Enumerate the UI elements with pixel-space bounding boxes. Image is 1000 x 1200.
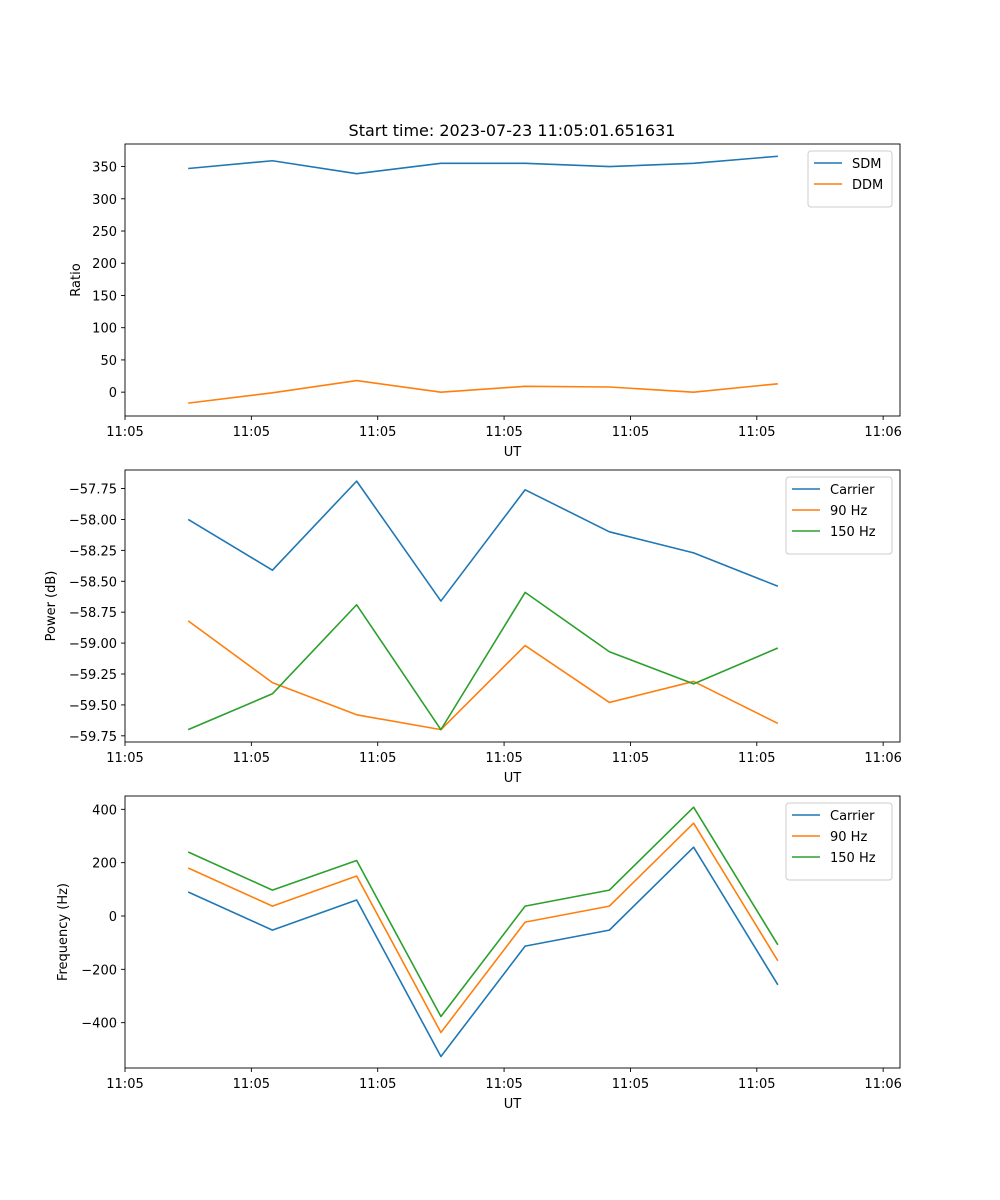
y-tick-label: 200 bbox=[92, 857, 117, 872]
x-tick-label: 11:06 bbox=[864, 425, 901, 440]
series-line-150-hz bbox=[187, 806, 779, 1018]
x-tick-label: 11:05 bbox=[359, 1077, 396, 1092]
chart-title: Start time: 2023-07-23 11:05:01.651631 bbox=[349, 121, 676, 140]
axes-frame bbox=[124, 469, 901, 743]
x-tick-label: 11:05 bbox=[106, 751, 143, 766]
y-tick-label: −59.75 bbox=[69, 730, 117, 745]
series-line-carrier bbox=[187, 480, 779, 602]
subplot-2: 11:05 11:05 11:05 11:05 11:05 11:05 11:06 −59.7… bbox=[44, 469, 902, 786]
series-line-150-hz bbox=[187, 591, 779, 731]
legend-label: Carrier bbox=[830, 483, 875, 498]
subplots: 11:05 11:05 11:05 11:05 11:05 11:05 11:06 0 50 10… bbox=[44, 143, 902, 1112]
series-line-sdm bbox=[188, 155, 778, 175]
y-tick-label: −58.00 bbox=[69, 513, 117, 528]
legend-label: Carrier bbox=[830, 809, 875, 824]
series-line-ddm bbox=[188, 379, 778, 404]
y-tick-label: 150 bbox=[92, 289, 117, 304]
y-tick-label: −58.50 bbox=[69, 575, 117, 590]
y-tick-label: −59.50 bbox=[69, 699, 117, 714]
y-tick-label: 200 bbox=[92, 257, 117, 272]
x-tick-label: 11:05 bbox=[612, 1077, 649, 1092]
legend-box bbox=[785, 476, 893, 555]
x-tick-label: 11:05 bbox=[106, 1077, 143, 1092]
x-tick-label: 11:05 bbox=[359, 425, 396, 440]
series-line-90-hz bbox=[187, 620, 779, 731]
y-tick-label: −400 bbox=[81, 1017, 117, 1032]
subplot-3: 11:05 11:05 11:05 11:05 11:05 11:05 11:06 −400 −… bbox=[56, 795, 902, 1112]
subplot-1: 11:05 11:05 11:05 11:05 11:05 11:05 11:06 0 50 10… bbox=[69, 143, 902, 460]
legend-box bbox=[785, 802, 893, 881]
axes-frame bbox=[124, 143, 901, 417]
y-tick-label: −59.00 bbox=[69, 637, 117, 652]
y-tick-label: −59.25 bbox=[69, 668, 117, 683]
y-tick-label: 250 bbox=[92, 225, 117, 240]
x-tick-label: 11:05 bbox=[485, 425, 522, 440]
y-tick-label: 0 bbox=[109, 910, 117, 925]
series-line-90-hz bbox=[187, 822, 779, 1034]
legend-box bbox=[807, 150, 893, 208]
y-tick-label: 350 bbox=[92, 161, 117, 176]
x-tick-label: 11:05 bbox=[738, 1077, 775, 1092]
legend-label: 150 Hz bbox=[830, 851, 876, 866]
x-tick-label: 11:05 bbox=[485, 751, 522, 766]
x-tick-label: 11:05 bbox=[106, 425, 143, 440]
legend: SDM DDM bbox=[807, 150, 893, 208]
legend: Carrier 90 Hz 150 Hz bbox=[785, 476, 893, 555]
y-tick-label: 300 bbox=[92, 193, 117, 208]
axes-frame bbox=[124, 795, 901, 1069]
y-tick-label: −58.25 bbox=[69, 544, 117, 559]
x-tick-label: 11:05 bbox=[485, 1077, 522, 1092]
legend-label: 90 Hz bbox=[830, 504, 867, 519]
x-axis-label: UT bbox=[504, 1097, 522, 1112]
x-tick-label: 11:05 bbox=[233, 1077, 270, 1092]
y-axis-label: Power (dB) bbox=[44, 571, 59, 642]
legend-label: 90 Hz bbox=[830, 830, 867, 845]
x-tick-label: 11:05 bbox=[612, 425, 649, 440]
x-tick-label: 11:05 bbox=[233, 751, 270, 766]
legend-label: DDM bbox=[852, 178, 883, 193]
y-axis-label: Frequency (Hz) bbox=[56, 883, 71, 981]
y-tick-label: 0 bbox=[109, 386, 117, 401]
y-tick-label: 50 bbox=[100, 354, 117, 369]
y-tick-label: −57.75 bbox=[69, 483, 117, 498]
legend-label: 150 Hz bbox=[830, 525, 876, 540]
legend-label: SDM bbox=[852, 157, 881, 172]
x-tick-label: 11:05 bbox=[738, 751, 775, 766]
x-tick-label: 11:05 bbox=[612, 751, 649, 766]
series-line-carrier bbox=[187, 846, 779, 1058]
x-tick-label: 11:05 bbox=[738, 425, 775, 440]
x-tick-label: 11:06 bbox=[864, 1077, 901, 1092]
legend: Carrier 90 Hz 150 Hz bbox=[785, 802, 893, 881]
x-axis-label: UT bbox=[504, 771, 522, 786]
x-tick-label: 11:05 bbox=[359, 751, 396, 766]
x-tick-label: 11:06 bbox=[864, 751, 901, 766]
y-tick-label: −58.75 bbox=[69, 606, 117, 621]
y-tick-label: −200 bbox=[81, 963, 117, 978]
y-tick-label: 400 bbox=[92, 803, 117, 818]
x-tick-label: 11:05 bbox=[233, 425, 270, 440]
y-axis-label: Ratio bbox=[69, 263, 84, 296]
y-tick-label: 100 bbox=[92, 322, 117, 337]
x-axis-label: UT bbox=[504, 445, 522, 460]
